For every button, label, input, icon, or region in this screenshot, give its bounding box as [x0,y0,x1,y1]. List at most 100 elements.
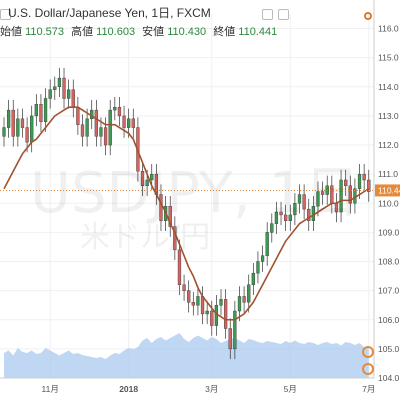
time-tick-label: 3月 [205,384,218,394]
candle [362,163,366,191]
candle [288,204,292,231]
candle [210,300,214,336]
candle [182,274,186,301]
candle [344,169,348,196]
candle [196,286,200,316]
candle [117,96,122,127]
candle [274,201,279,234]
candle [48,79,52,109]
low-value: 110.430 [167,26,207,38]
candle [25,117,29,153]
candle [2,117,6,147]
price-tick-label: 107.0 [378,286,400,296]
close-label: 終値 [213,26,236,38]
candle [177,239,182,296]
candle [242,286,246,313]
candlesticks [2,67,371,360]
open-value: 110.573 [25,26,65,38]
chart-title: U.S. Dollar/Japanese Yen, 1日, FXCM [8,6,211,20]
candle [20,108,25,138]
candle [159,184,163,231]
candle [316,181,320,217]
candle [71,79,75,118]
candle [339,169,343,223]
ohlc-legend: 始値 110.573 高値 110.603 安値 110.430 終値 110.… [0,23,281,39]
candle [200,286,205,325]
candle [53,76,57,100]
time-tick-label: 7月 [362,384,375,394]
candle [67,79,71,109]
price-tick-label: 104.0 [378,373,400,383]
candle [228,318,232,360]
candle [103,117,108,156]
time-tick-label: 2018 [119,384,138,394]
settings-icon[interactable] [262,9,273,20]
high-value: 110.603 [96,26,136,38]
candle [297,184,302,214]
last-price-label: 110.441 [378,185,400,195]
candle [357,163,362,199]
candle [113,96,117,121]
candle [6,99,11,138]
candle [233,300,237,360]
collapse-icon[interactable] [0,9,11,20]
price-tick-label: 114.0 [378,82,399,92]
candle [187,280,191,313]
high-label: 高値 [71,26,94,38]
price-tick-label: 105.0 [378,344,400,354]
candle [76,96,80,135]
chart-settings-icon[interactable] [362,346,374,358]
candle [223,289,228,339]
candle [16,108,20,147]
time-tick-label: 11月 [42,384,59,394]
moving-average-line [3,106,370,321]
time-tick-label: 5月 [284,384,297,394]
price-tick-label: 110.0 [378,198,399,208]
candle [237,286,242,322]
candle [270,213,274,243]
candle [191,292,195,316]
candle [43,88,48,132]
price-tick-label: 116.0 [378,24,399,34]
candle [302,184,306,220]
candle [330,175,334,214]
candle [334,193,339,223]
candle [260,245,265,272]
time-axis: 11月 2018 3月 5月 7月 [42,384,376,394]
price-axis: 116.0 115.0 114.0 113.0 112.0 111.0 110.0 109.0… [378,24,400,383]
candle [94,99,98,147]
alert-icon[interactable] [364,12,372,20]
candle [140,161,145,196]
price-tick-label: 108.0 [378,257,400,267]
candle [168,196,172,237]
chart-events-icon[interactable] [362,363,374,375]
candle [348,175,352,214]
price-tick-label: 111.0 [378,169,398,179]
candle [251,262,255,296]
price-tick-label: 112.0 [378,140,399,150]
candle [11,99,15,147]
candle [122,105,126,138]
candle [256,251,260,284]
price-tick-label: 115.0 [378,53,399,63]
last-price-badge [375,184,400,197]
candle [367,169,371,202]
candle [279,201,283,226]
candle [265,222,269,266]
candle [293,193,297,226]
candle [320,181,325,205]
candle [307,198,311,231]
candle [247,274,251,313]
volume-area [4,333,369,378]
candle [205,300,209,325]
candle [284,204,288,231]
candle [62,67,66,109]
price-tick-label: 109.0 [378,227,400,237]
volume-bars [4,333,369,378]
close-icon[interactable] [278,9,289,20]
candle [34,94,38,127]
candle [108,99,112,156]
candle [154,163,159,205]
open-label: 始値 [0,26,22,38]
